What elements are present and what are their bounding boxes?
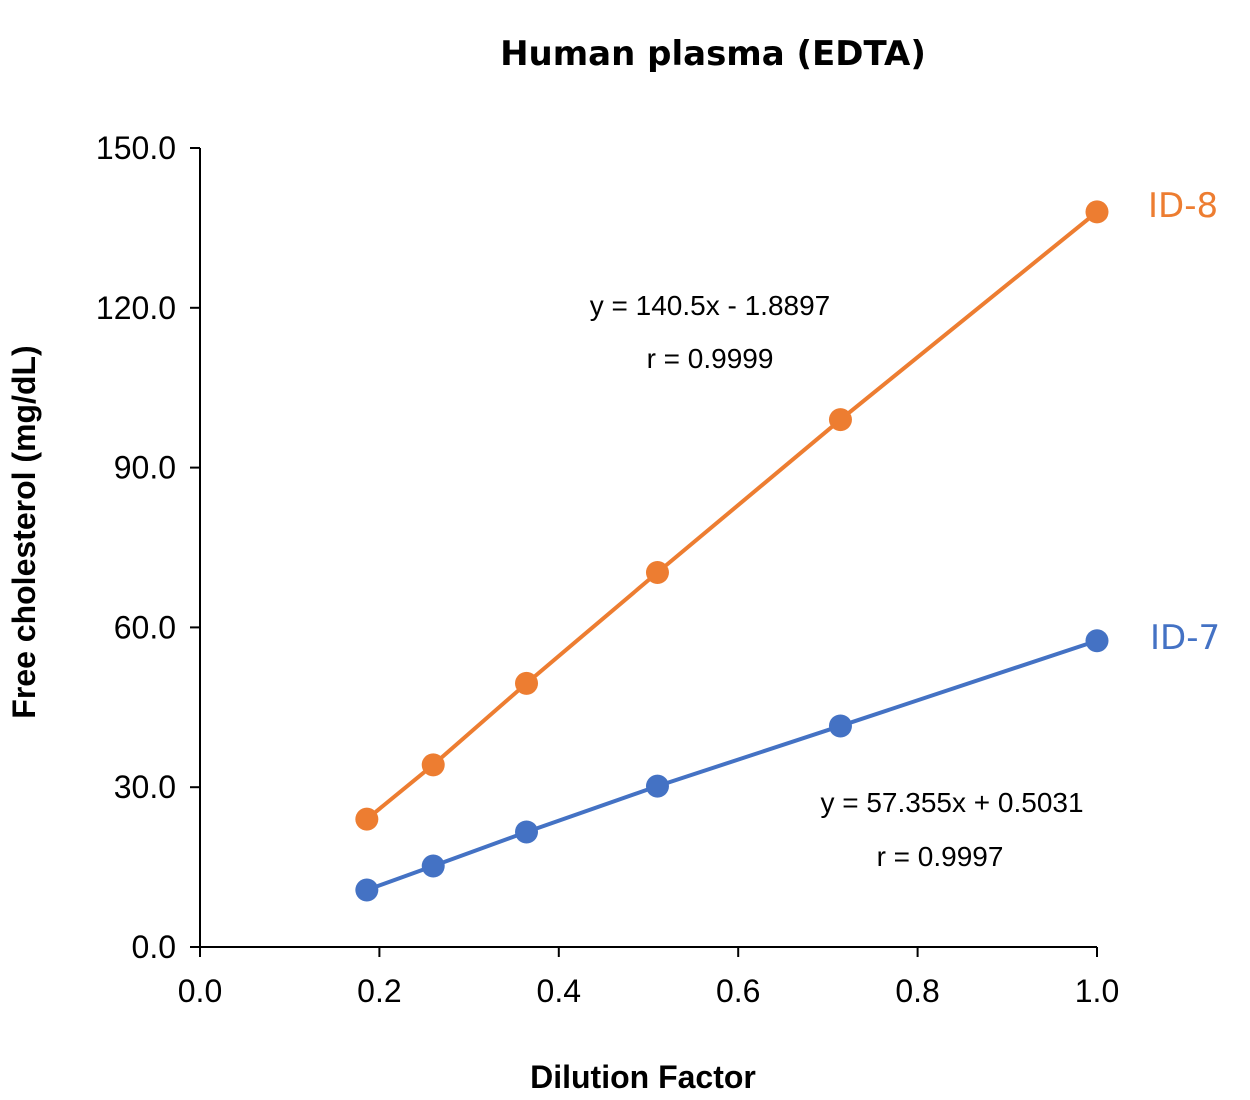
x-axis-label: Dilution Factor <box>530 1059 756 1095</box>
equation-id8: y = 140.5x - 1.8897 <box>590 290 831 321</box>
data-point-id7 <box>645 774 669 798</box>
data-point-id7 <box>828 714 852 738</box>
y-tick-label: 30.0 <box>114 769 176 805</box>
x-tick-label: 0.2 <box>357 973 401 1009</box>
data-point-id8 <box>421 753 445 777</box>
y-axis-label: Free cholesterol (mg/dL) <box>6 345 42 718</box>
x-tick-label: 0.6 <box>716 973 760 1009</box>
data-point-id7 <box>515 820 539 844</box>
series-line-id8 <box>365 210 1099 821</box>
data-point-id7 <box>421 854 445 878</box>
series-label-id7: ID-7 <box>1150 618 1220 658</box>
y-tick-label: 120.0 <box>96 290 176 326</box>
series-label-id8: ID-8 <box>1148 186 1218 226</box>
y-tick-label: 150.0 <box>96 130 176 166</box>
data-point-id7 <box>1085 629 1109 653</box>
y-tick-label: 0.0 <box>132 929 176 965</box>
y-tick-label: 60.0 <box>114 609 176 645</box>
x-tick-label: 0.0 <box>178 973 222 1009</box>
equation-id7: y = 57.355x + 0.5031 <box>820 787 1083 818</box>
x-tick-label: 0.4 <box>537 973 581 1009</box>
data-point-id8 <box>1085 200 1109 224</box>
data-point-id7 <box>355 878 379 902</box>
data-point-id8 <box>828 408 852 432</box>
x-tick-label: 1.0 <box>1075 973 1119 1009</box>
r-value-id7: r = 0.9997 <box>877 841 1004 872</box>
r-value-id8: r = 0.9999 <box>647 343 774 374</box>
series-id8 <box>355 200 1109 831</box>
data-point-id8 <box>355 807 379 831</box>
data-point-id8 <box>515 671 539 695</box>
series-layer <box>355 200 1109 902</box>
x-tick-label: 0.8 <box>895 973 939 1009</box>
y-tick-label: 90.0 <box>114 450 176 486</box>
series-line-id7 <box>366 638 1098 892</box>
axes <box>199 148 1097 948</box>
series-id7 <box>355 629 1109 902</box>
chart-title: Human plasma (EDTA) <box>500 34 926 74</box>
y-axis-ticks: 0.0 30.0 60.0 90.0 120.0 150.0 <box>96 130 200 965</box>
x-axis-ticks: 0.0 0.2 0.4 0.6 0.8 1.0 <box>178 947 1119 1009</box>
data-point-id8 <box>645 561 669 585</box>
